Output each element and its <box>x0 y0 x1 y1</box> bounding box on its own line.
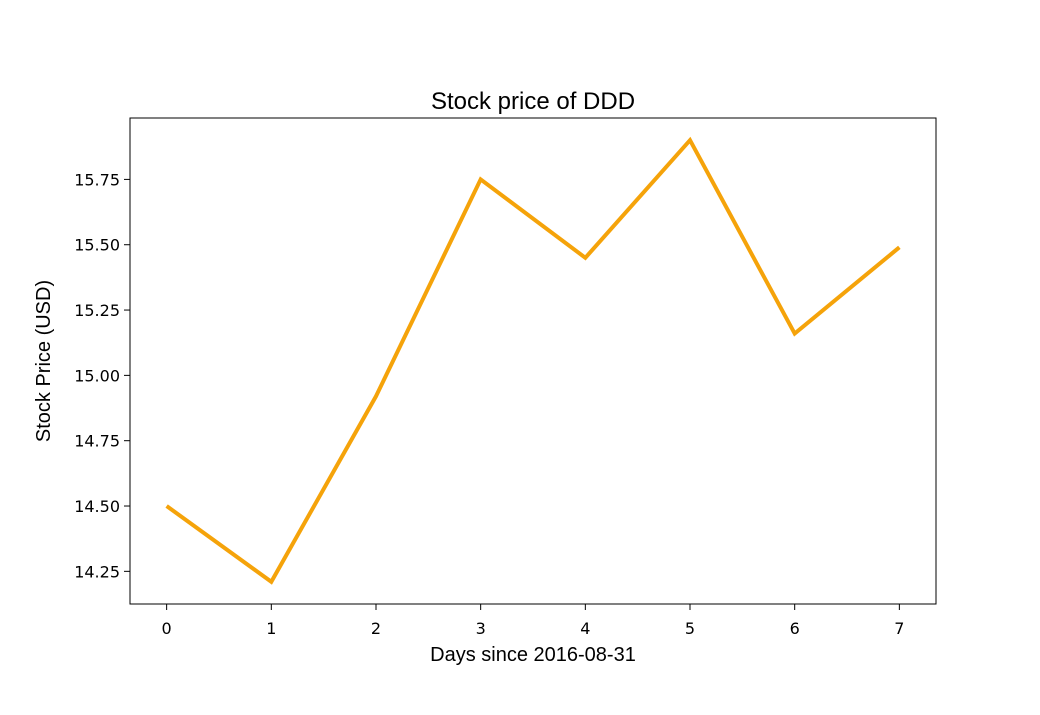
y-tick-label: 14.75 <box>74 432 120 451</box>
chart-title: Stock price of DDD <box>431 88 635 115</box>
y-tick-label: 14.25 <box>74 562 120 581</box>
x-tick-label: 1 <box>266 619 276 638</box>
y-axis: 14.25 14.50 14.75 15.00 15.25 15.50 15.75 <box>74 170 130 581</box>
x-axis: 0 1 2 3 4 5 6 7 <box>162 604 904 638</box>
series-line-0 <box>165 136 901 585</box>
x-tick-label: 0 <box>162 619 172 638</box>
x-tick-label: 5 <box>685 619 695 638</box>
plot-area-frame <box>129 117 937 605</box>
y-axis-label: Stock Price (USD) <box>33 280 55 442</box>
y-tick-label: 15.25 <box>74 301 120 320</box>
y-tick-label: 15.00 <box>74 366 120 385</box>
series-layer <box>165 136 901 585</box>
y-tick-label: 15.75 <box>74 170 120 189</box>
x-tick-label: 3 <box>476 619 486 638</box>
x-tick-label: 2 <box>371 619 381 638</box>
y-tick-label: 14.50 <box>74 497 120 516</box>
x-tick-label: 7 <box>894 619 904 638</box>
x-tick-label: 4 <box>580 619 590 638</box>
x-axis-label: Days since 2016-08-31 <box>430 644 636 666</box>
x-tick-label: 6 <box>790 619 800 638</box>
y-tick-label: 15.50 <box>74 236 120 255</box>
